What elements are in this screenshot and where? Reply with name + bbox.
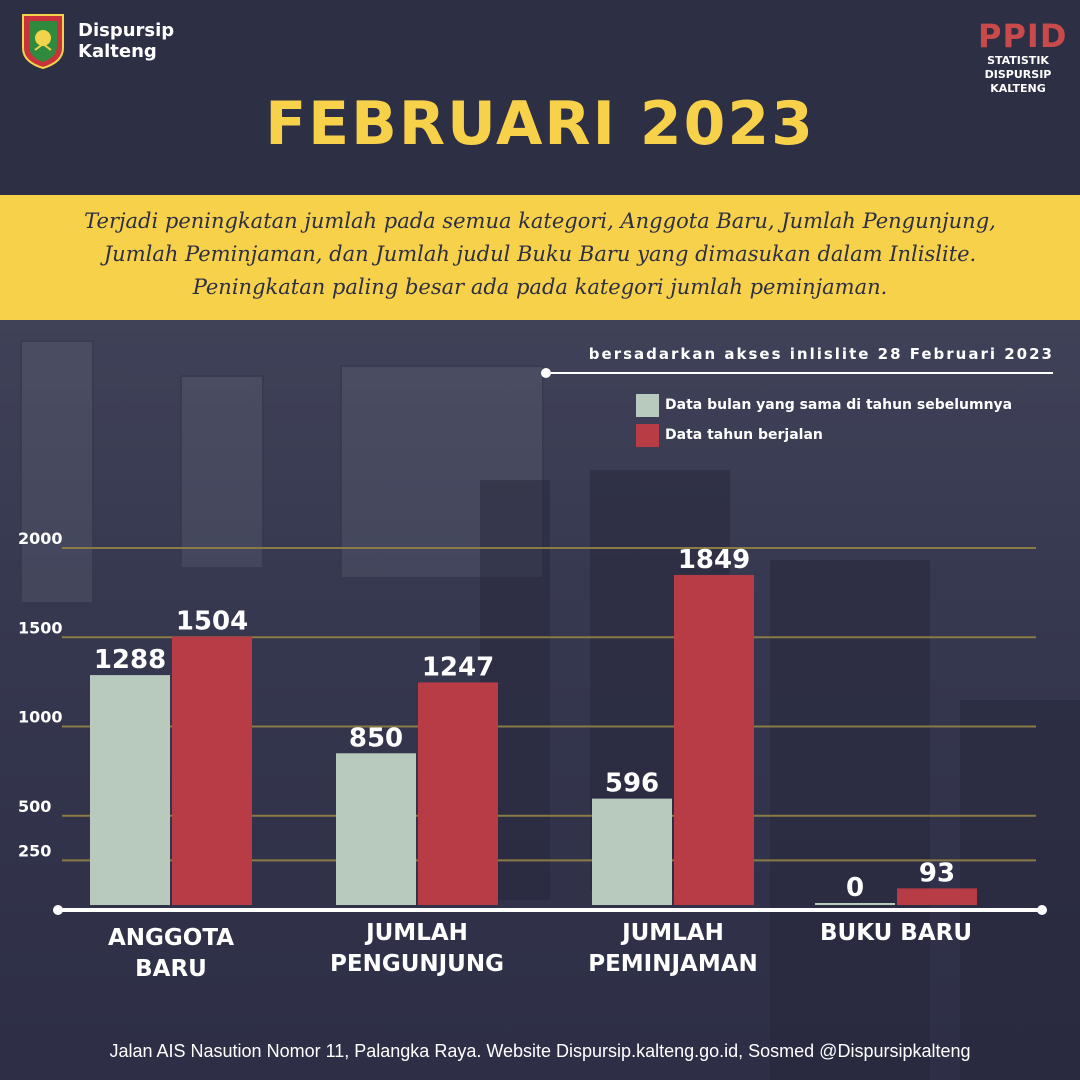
- page-title: FEBRUARI 2023: [265, 89, 815, 159]
- chart-legend: Data bulan yang sama di tahun sebelumnya…: [636, 392, 1012, 452]
- y-tick-label: 2000: [18, 529, 63, 548]
- legend-item-current-year: Data tahun berjalan: [636, 422, 1012, 448]
- x-tick-label: JUMLAH PEMINJAMAN: [588, 920, 758, 977]
- header: Dispursip Kalteng PPID STATISTIK DISPURS…: [0, 0, 1080, 195]
- summary-text: Terjadi peningkatan jumlah pada semua ka…: [84, 209, 996, 299]
- data-label: 93: [919, 858, 955, 888]
- source-note: bersadarkan akses inlislite 28 Februari …: [588, 345, 1054, 363]
- legend-label-previous-year: Data bulan yang sama di tahun sebelumnya: [665, 397, 1013, 413]
- legend-label-current-year: Data tahun berjalan: [665, 427, 823, 443]
- photo-bookshelf: [770, 560, 930, 1080]
- bar: [897, 888, 977, 905]
- data-label: 1504: [176, 607, 248, 637]
- y-tick-label: 500: [18, 797, 51, 816]
- bar: [172, 636, 252, 905]
- x-tick-label: ANGGOTA BARU: [108, 925, 234, 982]
- ppid-title: PPID: [978, 17, 1068, 55]
- y-tick-label: 1000: [18, 708, 63, 727]
- legend-item-previous-year: Data bulan yang sama di tahun sebelumnya: [636, 392, 1012, 418]
- data-label: 596: [605, 769, 659, 799]
- kalteng-emblem-icon: [22, 14, 64, 70]
- bar: [815, 903, 895, 905]
- bar: [336, 753, 416, 905]
- organization-name: Dispursip Kalteng: [78, 20, 175, 62]
- data-label: 1288: [94, 645, 166, 675]
- ppid-badge: PPID STATISTIK DISPURSIP KALTENG: [978, 17, 1068, 96]
- legend-swatch-current-year: [636, 423, 659, 447]
- x-tick-label: JUMLAH PENGUNJUNG: [330, 920, 504, 977]
- source-underline-dot: [541, 368, 551, 378]
- x-axis-end-dot: [1037, 905, 1047, 915]
- bar: [418, 682, 498, 905]
- ppid-subtitle: STATISTIK DISPURSIP KALTENG: [984, 54, 1052, 95]
- source-underline: [545, 372, 1053, 374]
- photo-window: [180, 375, 264, 569]
- bar: [592, 798, 672, 905]
- summary-banner: Terjadi peningkatan jumlah pada semua ka…: [0, 195, 1080, 320]
- photo-bookshelf: [960, 700, 1080, 1080]
- data-label: 850: [349, 723, 403, 753]
- legend-swatch-previous-year: [636, 393, 659, 417]
- footer-contact: Jalan AIS Nasution Nomor 11, Palangka Ra…: [109, 1041, 971, 1061]
- x-axis-start-dot: [53, 905, 63, 915]
- y-tick-label: 1500: [18, 618, 63, 637]
- y-tick-label: 250: [18, 841, 51, 860]
- data-label: 1849: [678, 545, 750, 575]
- x-tick-label: BUKU BARU: [820, 920, 972, 946]
- bar: [674, 574, 754, 905]
- data-label: 0: [846, 873, 864, 903]
- data-label: 1247: [422, 652, 494, 682]
- photo-window: [340, 365, 544, 579]
- bar: [90, 675, 170, 905]
- photo-window: [20, 340, 94, 604]
